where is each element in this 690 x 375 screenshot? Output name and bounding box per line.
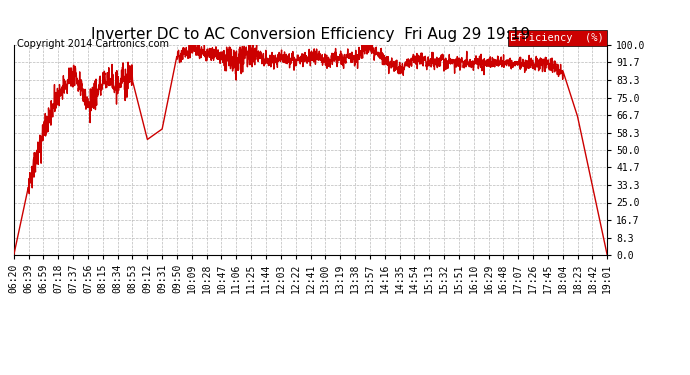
- Text: Efficiency  (%): Efficiency (%): [511, 33, 604, 43]
- Title: Inverter DC to AC Conversion Efficiency  Fri Aug 29 19:19: Inverter DC to AC Conversion Efficiency …: [91, 27, 530, 42]
- Text: Copyright 2014 Cartronics.com: Copyright 2014 Cartronics.com: [17, 39, 169, 50]
